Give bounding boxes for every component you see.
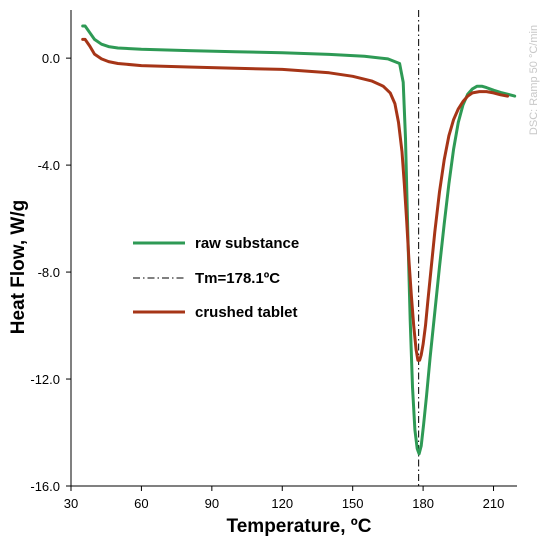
x-axis-title: Temperature, ºC [227, 516, 372, 537]
legend: raw substance Tm=178.1ºC crushed tablet [133, 235, 299, 321]
x-tick-label: 180 [412, 496, 434, 511]
y-tick-label: -16.0 [30, 479, 60, 494]
series-line-crushed-tablet [81, 37, 510, 362]
legend-label-raw-substance: raw substance [195, 235, 299, 252]
series-layer [81, 24, 517, 456]
legend-label-tm: Tm=178.1ºC [195, 270, 280, 287]
x-tick-label: 150 [342, 496, 364, 511]
axes: 30 60 90 120 150 180 210 0.0 -4.0 -8.0 -12.0 -16.0 [30, 10, 517, 511]
y-tick-label: -12.0 [30, 372, 60, 387]
x-tick-label: 90 [205, 496, 219, 511]
legend-label-crushed-tablet: crushed tablet [195, 304, 298, 321]
side-note: DSC: Ramp 50 °C/min [528, 25, 540, 135]
y-axis-title: Heat Flow, W/g [8, 200, 29, 334]
series-line-raw-substance [81, 24, 517, 456]
x-tick-label: 120 [271, 496, 293, 511]
y-tick-label: 0.0 [42, 51, 60, 66]
x-tick-label: 30 [64, 496, 78, 511]
y-tick-label: -4.0 [38, 158, 60, 173]
x-tick-label: 210 [483, 496, 505, 511]
x-tick-label: 60 [134, 496, 148, 511]
y-tick-label: -8.0 [38, 265, 60, 280]
